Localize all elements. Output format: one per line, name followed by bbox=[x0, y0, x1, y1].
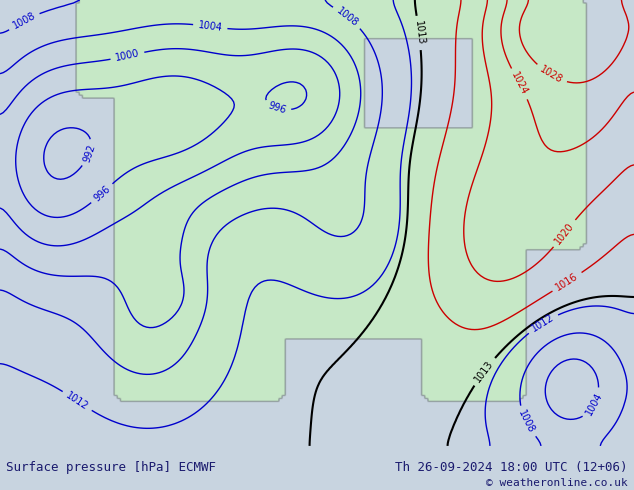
Text: 1008: 1008 bbox=[11, 11, 37, 31]
Text: Th 26-09-2024 18:00 UTC (12+06): Th 26-09-2024 18:00 UTC (12+06) bbox=[395, 462, 628, 474]
Text: 1013: 1013 bbox=[413, 20, 425, 46]
Text: 992: 992 bbox=[81, 143, 97, 164]
Text: 996: 996 bbox=[92, 183, 112, 203]
Text: 1004: 1004 bbox=[198, 20, 223, 33]
Text: Surface pressure [hPa] ECMWF: Surface pressure [hPa] ECMWF bbox=[6, 462, 216, 474]
Text: 1004: 1004 bbox=[584, 391, 605, 417]
Text: 1028: 1028 bbox=[538, 64, 564, 85]
Text: 1020: 1020 bbox=[553, 220, 576, 246]
Text: 1000: 1000 bbox=[114, 49, 141, 63]
Text: 1008: 1008 bbox=[516, 409, 536, 435]
Text: 1008: 1008 bbox=[335, 5, 360, 28]
Text: 996: 996 bbox=[267, 100, 287, 116]
Text: © weatheronline.co.uk: © weatheronline.co.uk bbox=[486, 478, 628, 488]
Text: 1024: 1024 bbox=[510, 71, 530, 97]
Text: 1013: 1013 bbox=[473, 359, 496, 384]
Text: 1012: 1012 bbox=[64, 390, 90, 412]
Text: 1012: 1012 bbox=[530, 313, 556, 334]
Text: 1016: 1016 bbox=[554, 271, 580, 293]
